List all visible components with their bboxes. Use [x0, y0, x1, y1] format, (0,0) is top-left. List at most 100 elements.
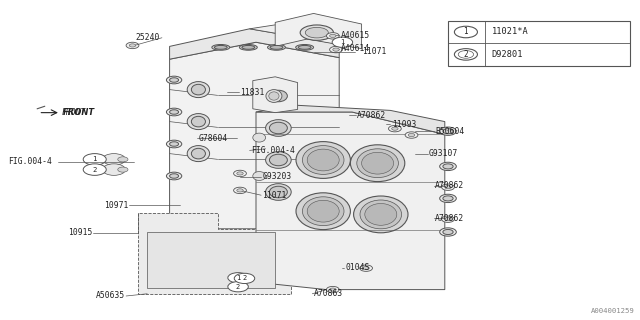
Ellipse shape — [266, 120, 291, 136]
Circle shape — [408, 133, 415, 137]
Ellipse shape — [266, 152, 291, 168]
Text: G78604: G78604 — [198, 134, 228, 143]
Text: A40614: A40614 — [341, 44, 371, 53]
Circle shape — [326, 286, 339, 293]
Ellipse shape — [296, 44, 314, 50]
Text: A004001259: A004001259 — [591, 308, 635, 314]
Text: B50604: B50604 — [435, 127, 465, 136]
Polygon shape — [170, 42, 339, 229]
Ellipse shape — [191, 148, 205, 159]
Circle shape — [170, 110, 179, 114]
Ellipse shape — [360, 200, 402, 229]
Ellipse shape — [269, 92, 279, 100]
Circle shape — [440, 228, 456, 236]
Circle shape — [102, 164, 125, 175]
Circle shape — [440, 127, 456, 135]
Circle shape — [330, 34, 336, 37]
Text: G93203: G93203 — [262, 172, 292, 181]
Circle shape — [443, 229, 453, 235]
Text: 10915: 10915 — [68, 228, 93, 237]
Circle shape — [234, 170, 246, 177]
Ellipse shape — [365, 204, 397, 225]
Circle shape — [234, 273, 255, 284]
Text: 11071: 11071 — [262, 191, 287, 200]
Circle shape — [454, 49, 477, 60]
Text: 25240: 25240 — [136, 33, 160, 42]
Polygon shape — [250, 22, 339, 44]
Polygon shape — [256, 112, 445, 290]
Text: A70862: A70862 — [435, 214, 465, 223]
Ellipse shape — [214, 45, 227, 49]
Ellipse shape — [269, 186, 287, 198]
Ellipse shape — [298, 45, 311, 49]
Text: G93107: G93107 — [429, 149, 458, 158]
Ellipse shape — [266, 88, 291, 104]
Ellipse shape — [242, 45, 255, 49]
Circle shape — [360, 265, 372, 271]
Text: 1: 1 — [340, 39, 344, 45]
Text: 1: 1 — [236, 275, 240, 281]
Ellipse shape — [212, 44, 230, 50]
Circle shape — [166, 172, 182, 180]
Ellipse shape — [302, 197, 344, 226]
Circle shape — [129, 44, 136, 47]
Circle shape — [333, 48, 339, 51]
Ellipse shape — [302, 146, 344, 174]
Circle shape — [363, 267, 369, 270]
Polygon shape — [275, 13, 362, 49]
Text: A40615: A40615 — [341, 31, 371, 40]
Circle shape — [166, 140, 182, 148]
Circle shape — [443, 164, 453, 169]
Circle shape — [118, 167, 128, 172]
Text: 2: 2 — [243, 276, 246, 281]
Polygon shape — [138, 213, 291, 294]
Circle shape — [237, 189, 243, 192]
Ellipse shape — [253, 172, 266, 180]
Bar — [147, 232, 275, 288]
Text: 2: 2 — [236, 284, 240, 290]
Circle shape — [440, 162, 456, 171]
Ellipse shape — [307, 149, 339, 171]
Circle shape — [228, 282, 248, 292]
Circle shape — [442, 216, 454, 222]
Circle shape — [170, 174, 179, 178]
Ellipse shape — [253, 133, 266, 142]
Text: 0104S: 0104S — [346, 263, 370, 272]
Text: FIG.004-4: FIG.004-4 — [8, 157, 52, 166]
Text: FIG.004-4: FIG.004-4 — [251, 146, 295, 155]
Text: 10971: 10971 — [104, 201, 128, 210]
Circle shape — [170, 142, 179, 146]
Ellipse shape — [269, 90, 287, 102]
Ellipse shape — [305, 28, 328, 38]
Circle shape — [228, 273, 248, 283]
Text: 11831: 11831 — [240, 88, 264, 97]
Text: FRONT: FRONT — [62, 108, 86, 117]
Circle shape — [326, 33, 339, 39]
Circle shape — [118, 157, 128, 162]
Ellipse shape — [188, 114, 210, 130]
Ellipse shape — [239, 44, 257, 50]
Ellipse shape — [266, 90, 282, 102]
Text: D92801: D92801 — [492, 50, 523, 59]
Circle shape — [234, 187, 246, 194]
Circle shape — [330, 288, 336, 291]
Circle shape — [332, 37, 353, 47]
Ellipse shape — [300, 25, 333, 40]
Circle shape — [170, 78, 179, 82]
Circle shape — [330, 46, 342, 53]
Circle shape — [102, 154, 125, 165]
Ellipse shape — [191, 84, 205, 95]
Circle shape — [445, 218, 451, 221]
Text: A70862: A70862 — [435, 181, 465, 190]
Ellipse shape — [296, 141, 351, 179]
Ellipse shape — [191, 116, 205, 127]
Ellipse shape — [188, 82, 210, 98]
Circle shape — [388, 125, 401, 132]
Circle shape — [405, 132, 418, 138]
Circle shape — [454, 26, 477, 38]
Text: 2: 2 — [93, 167, 97, 172]
Text: 11071: 11071 — [362, 47, 386, 56]
Polygon shape — [253, 77, 298, 113]
Circle shape — [83, 164, 106, 175]
Circle shape — [166, 108, 182, 116]
